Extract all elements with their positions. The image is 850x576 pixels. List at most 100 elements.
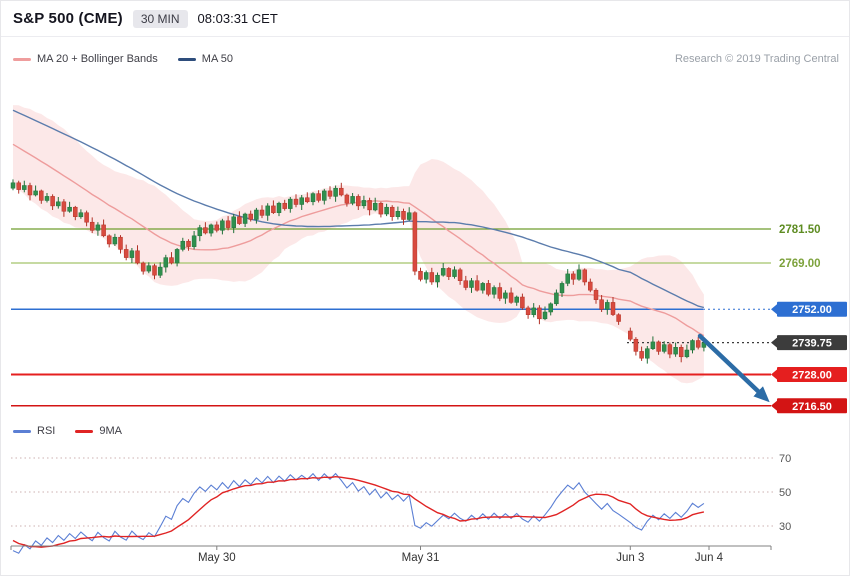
candle-body — [33, 190, 38, 196]
candle-body — [650, 341, 656, 349]
rsi-axis-label: 70 — [779, 453, 791, 465]
price-label-notch — [771, 304, 777, 315]
candle-body — [395, 211, 401, 217]
instrument-title: S&P 500 (CME) — [13, 10, 123, 27]
candle-body — [169, 257, 174, 264]
candle-body — [656, 341, 661, 352]
candle-body — [508, 292, 514, 303]
candle-body — [384, 206, 389, 215]
chart-canvas: 2781.50 2769.00 2752.00 2739.75 2728.00 2716.… — [10, 105, 847, 564]
candle-body — [191, 235, 197, 247]
candle-body — [401, 211, 406, 220]
candle-body — [50, 196, 55, 207]
candle-body — [265, 205, 270, 216]
candle-body — [157, 266, 163, 276]
candle-body — [322, 190, 327, 201]
candle-body — [112, 236, 118, 245]
candle-body — [576, 269, 582, 280]
candle-body — [231, 216, 236, 228]
price-level-label: 2716.50 — [792, 401, 832, 413]
candle-body — [588, 281, 593, 291]
interval-badge[interactable]: 30 MIN — [132, 9, 188, 28]
candle-body — [89, 221, 95, 231]
candles — [10, 179, 707, 364]
candle-body — [503, 292, 508, 299]
candle-body — [684, 349, 690, 358]
ma50-line — [12, 109, 705, 309]
candle-body — [123, 249, 129, 258]
candle-body — [16, 182, 21, 190]
candle-body — [378, 202, 384, 215]
candle-body — [61, 201, 67, 212]
candle-body — [135, 250, 140, 264]
price-level-label: 2781.50 — [779, 224, 821, 236]
candle-body — [67, 206, 72, 212]
price-level-label: 2752.00 — [792, 304, 832, 316]
candle-body — [95, 224, 101, 231]
ma20-color-swatch — [13, 57, 31, 61]
chart-region: MA 20 + Bollinger Bands MA 50 Research ©… — [1, 37, 849, 575]
price-label-notch — [771, 400, 777, 411]
candle-body — [514, 296, 519, 303]
price-level-label: 2728.00 — [792, 370, 832, 382]
candle-body — [276, 202, 282, 213]
candle-body — [372, 202, 378, 211]
candle-body — [316, 193, 321, 201]
candle-body — [44, 196, 50, 201]
price-level-label: 2739.75 — [792, 338, 832, 350]
x-axis-label: May 31 — [402, 552, 440, 564]
candle-body — [225, 220, 231, 228]
candle-body — [339, 187, 344, 196]
candle-body — [242, 213, 248, 224]
candle-body — [361, 200, 367, 207]
rsi-color-swatch — [13, 429, 31, 433]
candle-body — [146, 265, 152, 272]
x-axis-label: Jun 4 — [695, 552, 724, 564]
candle-body — [446, 268, 452, 277]
candle-body — [474, 280, 480, 291]
candle-body — [469, 280, 474, 288]
candle-body — [106, 235, 112, 245]
price-level-label: 2769.00 — [779, 258, 821, 270]
price-label-pill — [777, 301, 847, 317]
candle-body — [537, 307, 542, 320]
ma20-legend-label: MA 20 + Bollinger Bands — [37, 53, 158, 65]
candle-body — [78, 212, 84, 218]
rsi-axis-label: 50 — [779, 487, 791, 499]
candle-body — [525, 307, 531, 315]
candle-body — [282, 202, 287, 209]
candle-body — [327, 190, 333, 197]
candle-body — [531, 307, 536, 315]
ma20-line — [12, 143, 705, 337]
candle-body — [220, 220, 225, 231]
candle-body — [237, 216, 242, 224]
candle-body — [695, 340, 701, 348]
price-legend: MA 20 + Bollinger Bands MA 50 — [13, 53, 233, 65]
rsi-line — [12, 472, 705, 554]
candle-body — [10, 182, 16, 189]
candle-body — [344, 194, 350, 204]
rsi-9ma-line — [12, 475, 705, 548]
candle-body — [565, 273, 570, 284]
candle-body — [248, 213, 253, 220]
candle-body — [440, 268, 446, 276]
candle-body — [406, 212, 412, 220]
candle-body — [690, 340, 695, 351]
ma50-legend-label: MA 50 — [201, 53, 233, 65]
candle-body — [497, 287, 503, 299]
candle-body — [423, 272, 429, 280]
candle-body — [101, 224, 106, 237]
rsi-legend: RSI 9MA — [13, 425, 122, 437]
candle-body — [554, 292, 559, 305]
candle-body — [429, 272, 435, 283]
candle-body — [633, 338, 639, 352]
candle-body — [299, 197, 304, 205]
candle-body — [645, 348, 650, 359]
candle-body — [203, 227, 208, 234]
rsi-axis-label: 30 — [779, 521, 791, 533]
ma50-color-swatch — [177, 57, 196, 61]
candle-body — [22, 185, 27, 190]
chart-header: S&P 500 (CME) 30 MIN 08:03:31 CET — [1, 1, 849, 37]
candle-body — [463, 280, 469, 288]
candle-body — [605, 302, 610, 310]
